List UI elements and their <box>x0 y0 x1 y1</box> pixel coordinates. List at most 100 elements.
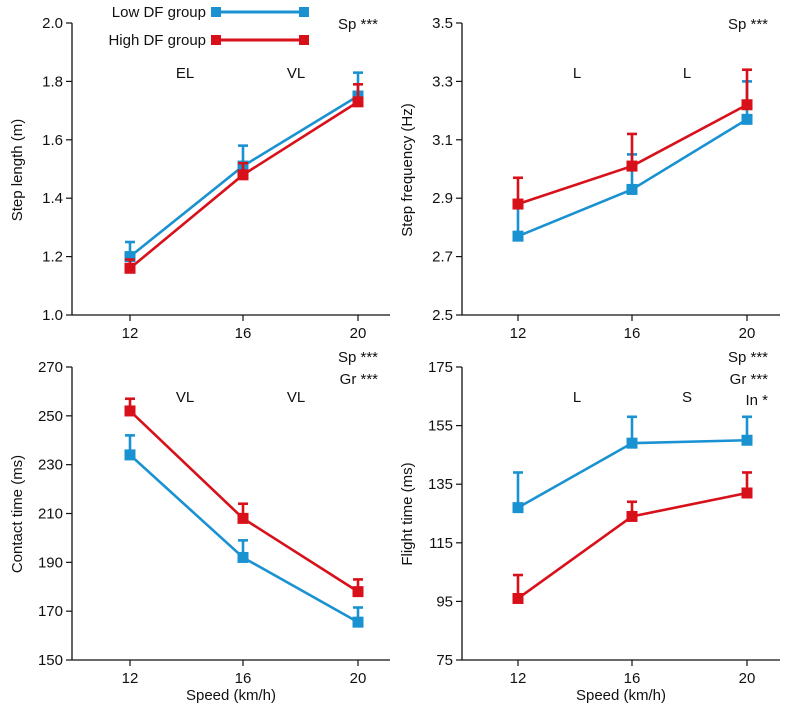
legend-label-low: Low DF group <box>112 4 206 21</box>
series-low <box>512 415 753 514</box>
y-tick-label: 210 <box>38 506 63 523</box>
x-tick-label: 16 <box>624 670 641 687</box>
data-point <box>352 616 364 628</box>
pairwise-annotation: L <box>573 65 581 82</box>
pairwise-annotation: VL <box>287 65 305 82</box>
data-point <box>512 230 524 242</box>
x-axis-label: Speed (km/h) <box>186 687 276 704</box>
y-axis-label: Flight time (ms) <box>399 462 416 565</box>
data-point <box>741 434 753 446</box>
data-point <box>124 262 136 274</box>
data-point <box>512 592 524 604</box>
chart-panel-2: 2.5 2.7 2.9 3.1 3.3 3.5 12 16 20 Step frequency (… <box>399 15 780 342</box>
pairwise-annotation: S <box>682 389 692 406</box>
y-tick-label: 190 <box>38 554 63 571</box>
legend-marker-low <box>299 7 309 17</box>
data-point <box>626 510 638 522</box>
x-tick-label: 20 <box>350 670 367 687</box>
data-point <box>626 160 638 172</box>
y-tick-label: 170 <box>38 603 63 620</box>
data-point <box>626 437 638 449</box>
data-point <box>512 502 524 514</box>
pairwise-annotation: L <box>573 389 581 406</box>
y-tick-label: 2.5 <box>432 307 453 324</box>
data-point <box>352 96 364 108</box>
data-point <box>741 487 753 499</box>
y-tick-label: 1.0 <box>42 307 63 324</box>
y-axis-label: Step length (m) <box>9 119 26 222</box>
y-tick-label: 270 <box>38 359 63 376</box>
legend-marker-high <box>211 35 221 45</box>
y-tick-label: 135 <box>428 476 453 493</box>
y-axis-label: Contact time (ms) <box>9 455 26 573</box>
y-tick-label: 1.8 <box>42 73 63 90</box>
x-tick-label: 20 <box>739 670 756 687</box>
y-tick-label: 1.6 <box>42 132 63 149</box>
chart-panel-3: 150 170 190 210 230 250 270 12 16 20 Contact time … <box>9 349 390 704</box>
plots-group: 1.0 1.2 1.4 1.6 1.8 2.0 12 16 20 Step length (m) S… <box>9 15 780 704</box>
series-high <box>124 397 364 598</box>
y-tick-label: 155 <box>428 418 453 435</box>
stats-annotation: Sp *** <box>728 16 768 33</box>
x-tick-label: 20 <box>350 325 367 342</box>
data-point <box>124 251 136 263</box>
data-point <box>626 183 638 195</box>
chart-panel-4: 75 95 115 135 155 175 12 16 20 Flight time (ms) Sp… <box>399 349 780 704</box>
stats-annotation: Sp *** <box>338 16 378 33</box>
legend-marker-low <box>211 7 221 17</box>
data-point <box>352 586 364 598</box>
y-tick-label: 1.2 <box>42 249 63 266</box>
stats-annotation: Sp *** <box>338 349 378 366</box>
chart-panel-1: 1.0 1.2 1.4 1.6 1.8 2.0 12 16 20 Step length (m) S… <box>9 15 390 342</box>
legend-marker-high <box>299 35 309 45</box>
series-line <box>129 100 359 270</box>
data-point <box>237 512 249 524</box>
stats-annotation: In * <box>745 392 768 409</box>
data-point <box>237 551 249 563</box>
x-tick-label: 12 <box>510 325 527 342</box>
x-tick-label: 12 <box>510 670 527 687</box>
stats-annotation: Gr *** <box>730 371 769 388</box>
y-tick-label: 3.5 <box>432 15 453 32</box>
y-tick-label: 2.0 <box>42 15 63 32</box>
x-tick-label: 20 <box>739 325 756 342</box>
y-tick-label: 2.7 <box>432 249 453 266</box>
y-tick-label: 75 <box>436 652 453 669</box>
y-axis-label: Step frequency (Hz) <box>399 103 416 236</box>
pairwise-annotation: EL <box>176 65 194 82</box>
pairwise-annotation: VL <box>176 389 194 406</box>
y-tick-label: 95 <box>436 593 453 610</box>
y-tick-label: 1.4 <box>42 190 63 207</box>
data-point <box>741 99 753 111</box>
y-tick-label: 2.9 <box>432 190 453 207</box>
series-high <box>512 471 753 604</box>
y-tick-label: 250 <box>38 408 63 425</box>
series-low <box>124 434 364 628</box>
y-tick-label: 230 <box>38 457 63 474</box>
series-high <box>512 68 753 210</box>
stats-annotation: Gr *** <box>340 371 379 388</box>
legend-label-high: High DF group <box>108 32 206 49</box>
y-tick-label: 175 <box>428 359 453 376</box>
data-point <box>124 405 136 417</box>
pairwise-annotation: L <box>683 65 691 82</box>
data-point <box>124 449 136 461</box>
legend: Low DF group High DF group <box>108 4 309 49</box>
data-point <box>237 169 249 181</box>
y-tick-label: 115 <box>429 535 453 552</box>
series-line <box>517 438 748 509</box>
data-point <box>512 198 524 210</box>
series-high <box>124 83 364 274</box>
x-axis-label: Speed (km/h) <box>576 687 666 704</box>
x-tick-label: 12 <box>122 325 139 342</box>
pairwise-annotation: VL <box>287 389 305 406</box>
x-tick-label: 16 <box>235 670 252 687</box>
series-line <box>129 410 359 593</box>
y-tick-label: 3.1 <box>432 132 453 149</box>
series-line <box>129 453 359 624</box>
y-tick-label: 3.3 <box>432 73 453 90</box>
x-tick-label: 12 <box>122 670 139 687</box>
x-tick-label: 16 <box>235 325 252 342</box>
data-point <box>741 113 753 125</box>
